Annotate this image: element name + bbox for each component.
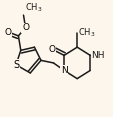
Text: S: S: [13, 60, 19, 70]
Text: O: O: [22, 23, 29, 32]
Text: CH$_3$: CH$_3$: [77, 26, 94, 39]
Text: NH: NH: [90, 51, 103, 60]
Text: N: N: [60, 66, 67, 75]
Text: CH$_3$: CH$_3$: [25, 2, 42, 15]
Text: O: O: [5, 28, 12, 37]
Text: O: O: [48, 45, 55, 54]
